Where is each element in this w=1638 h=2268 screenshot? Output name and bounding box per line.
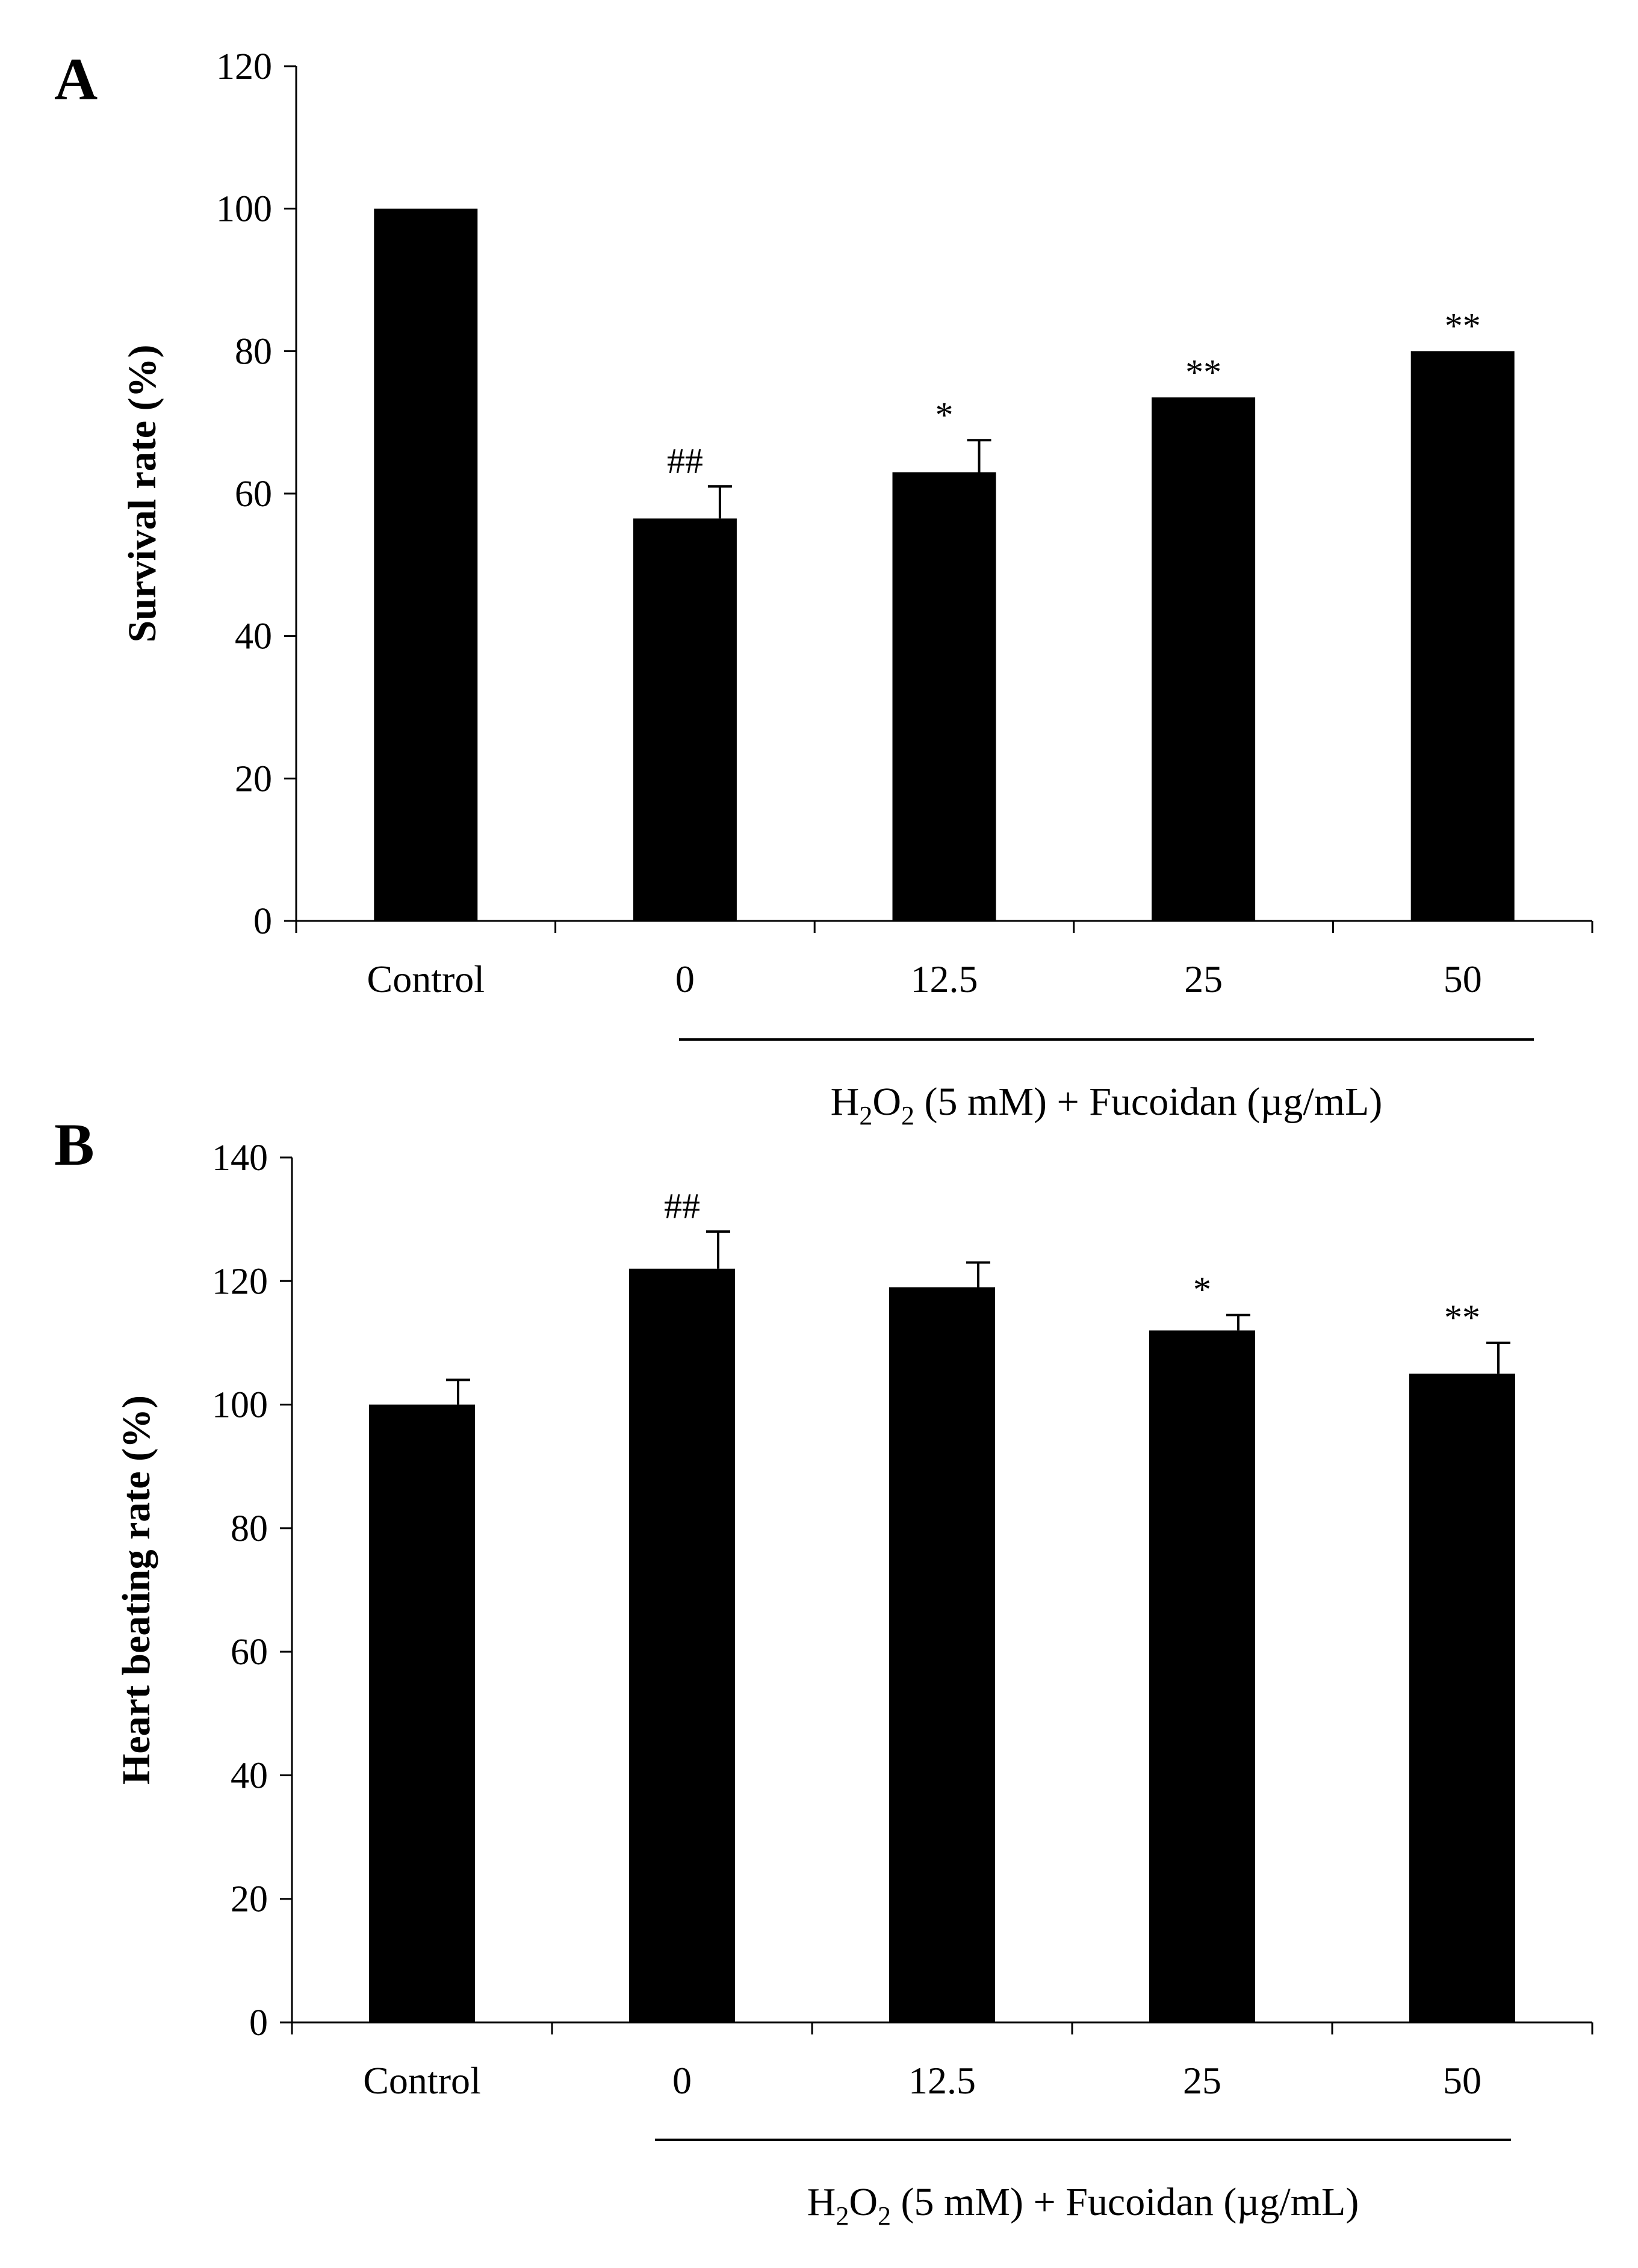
panel-b-y-tick-label: 40 [231,1755,268,1796]
panel-b-significance-mark: ** [1444,1298,1480,1337]
panel-a-significance-mark: ## [667,441,703,481]
panel-b-x-tick-label: 25 [1183,2059,1221,2102]
panel-a: A Survival rate (%) 0 20 40 60 80 100 120 Control… [54,46,1593,1130]
panel-a-y-tick-label: 60 [235,474,272,515]
panel-a-y-tick-label: 120 [216,46,272,87]
panel-b-bar [629,1268,735,2022]
panel-a-letter: A [54,46,98,113]
panel-b-letter: B [54,1111,95,1178]
panel-b-y-tick-label: 60 [231,1632,268,1673]
panel-b-significance-mark: ## [664,1186,700,1226]
panel-a-group-label: H2O2 (5 mM) + Fucoidan (µg/mL) [831,1080,1383,1130]
panel-a-y-tick-label: 0 [253,901,272,942]
panel-a-x-tick-label: Control [367,958,485,1000]
panel-b: B Heart beating rate (%) 0 20 40 60 80 100 120 14… [54,1111,1593,2231]
panel-a-significance-mark: ** [1185,352,1221,392]
panel-b-y-tick-label: 100 [212,1385,268,1426]
panel-a-significance-mark: * [935,395,954,435]
panel-a-y-axis-label: Survival rate (%) [120,345,164,643]
panel-a-x-tick-label: 12.5 [911,958,978,1000]
panel-b-bar [1149,1330,1255,2022]
panel-b-y-tick-label: 20 [231,1879,268,1920]
panel-b-significance-mark: * [1193,1270,1211,1310]
panel-a-x-tick-label: 25 [1184,958,1223,1000]
panel-a-bar [633,518,737,921]
panel-b-x-tick-label: 12.5 [908,2059,976,2102]
panel-a-y-tick-label: 80 [235,331,272,372]
panel-b-x-tick-label: 50 [1443,2059,1481,2102]
panel-b-bar [889,1287,995,2022]
panel-a-x-tick-label: 50 [1444,958,1482,1000]
panel-a-x-tick-label: 0 [675,958,695,1000]
panel-a-y-tick-label: 100 [216,189,272,230]
panel-b-x-tick-label: Control [363,2059,481,2102]
panel-a-y-tick-label: 40 [235,616,272,657]
panel-a-bar [892,472,996,921]
panel-b-y-tick-label: 80 [231,1508,268,1549]
panel-b-x-tick-label: 0 [672,2059,692,2102]
panel-b-y-tick-label: 0 [249,2003,268,2043]
panel-b-bar [1409,1374,1515,2022]
panel-a-bar [1410,351,1515,921]
panel-b-y-tick-label: 140 [212,1138,268,1179]
panel-a-bar [1152,397,1256,921]
panel-a-bar [374,208,478,922]
panel-b-group-label: H2O2 (5 mM) + Fucoidan (µg/mL) [807,2180,1359,2231]
panel-b-y-tick-label: 120 [212,1261,268,1302]
panel-a-y-tick-label: 20 [235,758,272,799]
panel-b-y-axis-label: Heart beating rate (%) [114,1395,158,1785]
panel-b-bar [369,1404,475,2022]
panel-a-significance-mark: ** [1445,306,1481,345]
